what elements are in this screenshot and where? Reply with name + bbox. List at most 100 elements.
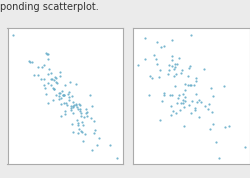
Point [71, 112, 75, 114]
Point [108, 144, 112, 147]
Point [193, 109, 197, 112]
Point [42, 78, 46, 80]
Point [176, 96, 180, 99]
Point [52, 86, 56, 89]
Point [202, 67, 206, 70]
Point [72, 101, 76, 104]
Point [51, 98, 55, 101]
Point [162, 92, 166, 95]
Point [60, 89, 64, 92]
Point [71, 106, 75, 109]
Point [162, 93, 166, 96]
Point [65, 104, 69, 107]
Point [174, 111, 178, 114]
Point [184, 99, 188, 102]
Point [86, 111, 89, 114]
Point [72, 103, 76, 106]
Point [40, 66, 44, 69]
Point [59, 97, 63, 100]
Point [61, 93, 65, 96]
Point [187, 67, 191, 70]
Point [46, 73, 50, 75]
Point [189, 84, 193, 87]
Point [222, 84, 226, 87]
Point [183, 96, 187, 99]
Point [136, 63, 140, 66]
Point [32, 74, 36, 77]
Point [182, 106, 186, 109]
Point [57, 98, 61, 101]
Point [96, 136, 100, 139]
Point [166, 68, 170, 71]
Point [89, 116, 93, 119]
Point [80, 124, 84, 127]
Point [77, 103, 81, 106]
Point [90, 148, 94, 151]
Point [179, 102, 183, 105]
Point [143, 58, 147, 61]
Point [76, 124, 80, 127]
Point [46, 57, 50, 60]
Point [67, 91, 71, 94]
Point [81, 139, 85, 142]
Point [92, 119, 96, 122]
Point [186, 84, 190, 87]
Text: corresponding scatterplot.: corresponding scatterplot. [0, 2, 99, 12]
Point [79, 114, 83, 117]
Point [78, 104, 82, 106]
Point [62, 93, 66, 96]
Point [49, 83, 53, 86]
Point [80, 130, 84, 133]
Point [168, 64, 172, 66]
Point [52, 79, 56, 82]
Point [206, 108, 210, 110]
Point [195, 101, 199, 104]
Point [63, 112, 67, 115]
Point [64, 102, 68, 105]
Point [74, 105, 78, 108]
Point [30, 61, 34, 64]
Point [194, 76, 198, 79]
Point [182, 124, 186, 127]
Point [67, 98, 71, 101]
Point [61, 94, 65, 97]
Point [226, 124, 230, 127]
Point [59, 114, 63, 117]
Point [70, 95, 74, 98]
Point [174, 73, 178, 76]
Point [88, 93, 92, 96]
Point [154, 58, 158, 61]
Point [46, 82, 50, 85]
Point [155, 41, 159, 43]
Point [85, 114, 89, 117]
Point [175, 102, 179, 104]
Point [93, 129, 97, 131]
Point [49, 78, 53, 81]
Point [95, 144, 99, 147]
Point [194, 79, 198, 82]
Point [194, 106, 198, 109]
Point [54, 80, 58, 83]
Point [11, 33, 15, 36]
Point [76, 132, 80, 134]
Point [42, 63, 46, 66]
Point [172, 84, 176, 87]
Point [71, 131, 75, 134]
Point [169, 113, 173, 116]
Point [172, 67, 176, 70]
Point [199, 101, 203, 104]
Point [186, 75, 190, 78]
Point [58, 91, 62, 94]
Point [178, 57, 182, 60]
Point [207, 102, 211, 105]
Point [69, 107, 73, 109]
Point [92, 132, 96, 134]
Point [60, 103, 64, 105]
Point [44, 53, 48, 56]
Point [78, 110, 82, 113]
Point [224, 126, 228, 129]
Point [63, 109, 67, 112]
Point [46, 53, 50, 56]
Point [175, 62, 179, 65]
Point [171, 109, 175, 112]
